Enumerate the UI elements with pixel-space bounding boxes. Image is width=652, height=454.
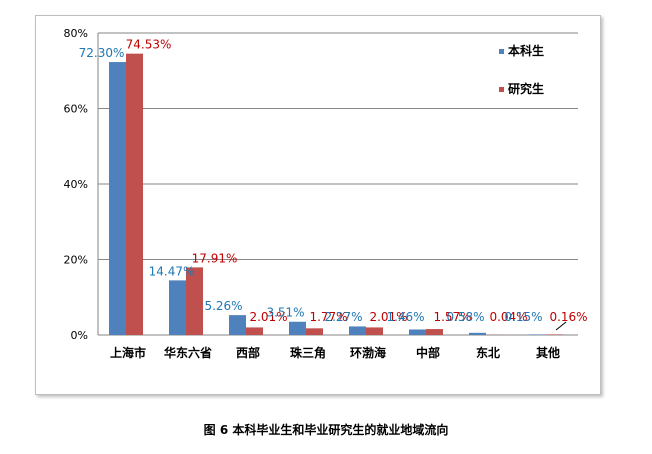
figure-caption: 图 6 本科毕业生和毕业研究生的就业地域流向 <box>203 423 449 437</box>
data-label: 0.04% <box>489 310 527 324</box>
x-category-label: 西部 <box>236 345 260 360</box>
bar-graduate <box>546 334 563 335</box>
x-category-label: 华东六省 <box>164 345 212 360</box>
x-axis-categories: 上海市 华东六省 西部 珠三角 环渤海 中部 东北 其他 <box>110 345 560 360</box>
bar-undergrad <box>409 329 426 335</box>
data-label: 17.91% <box>192 251 238 265</box>
bar-undergrad <box>529 334 546 335</box>
bar-undergrad <box>109 62 126 335</box>
y-axis-ticks: 0% 20% 40% 60% 80% <box>64 27 88 342</box>
data-label: 74.53% <box>126 38 172 52</box>
bar-graduate <box>426 329 443 335</box>
legend-swatch <box>499 87 504 92</box>
bar-graduate <box>306 328 323 335</box>
data-label: 1.77% <box>309 310 347 324</box>
data-label: 2.01% <box>369 310 407 324</box>
y-tick-label: 80% <box>64 27 88 40</box>
bar-undergrad <box>469 332 486 335</box>
data-label: 3.51% <box>266 306 304 320</box>
x-category-label: 珠三角 <box>290 345 326 360</box>
legend-label: 本科生 <box>508 43 544 58</box>
leader-line <box>555 321 567 331</box>
x-category-label: 其他 <box>536 345 560 360</box>
data-label: 72.30% <box>79 46 125 60</box>
x-category-label: 中部 <box>416 345 440 360</box>
y-tick-label: 40% <box>64 178 88 191</box>
data-label: 0.16% <box>549 310 587 324</box>
bar-undergrad <box>169 280 186 335</box>
bar-undergrad <box>349 326 366 335</box>
bar-graduate <box>126 53 143 335</box>
x-category-label: 环渤海 <box>350 345 386 360</box>
data-label: 1.57% <box>433 310 471 324</box>
bar-undergrad <box>289 321 306 335</box>
data-label: 2.27% <box>324 310 362 324</box>
x-category-label: 上海市 <box>110 345 146 360</box>
y-tick-label: 0% <box>71 329 88 342</box>
bar-graduate <box>246 327 263 335</box>
bar-graduate <box>366 327 383 335</box>
data-label: 0.58% <box>446 310 484 324</box>
data-label: 2.01% <box>249 310 287 324</box>
bar-undergrad <box>229 315 246 335</box>
bars <box>109 53 563 335</box>
data-labels: 72.30%74.53%14.47%17.91%5.26%2.01%3.51% 1… <box>79 38 588 331</box>
legend-swatch <box>499 49 504 54</box>
data-label: 14.47% <box>149 264 195 278</box>
y-tick-label: 60% <box>64 103 88 116</box>
data-label: 0.15% <box>504 310 542 324</box>
y-tick-label: 20% <box>64 254 88 267</box>
x-category-label: 东北 <box>476 345 500 360</box>
legend-label: 研究生 <box>508 81 544 96</box>
data-label: 1.46% <box>386 310 424 324</box>
data-label: 5.26% <box>204 299 242 313</box>
bar-graduate <box>186 267 203 335</box>
